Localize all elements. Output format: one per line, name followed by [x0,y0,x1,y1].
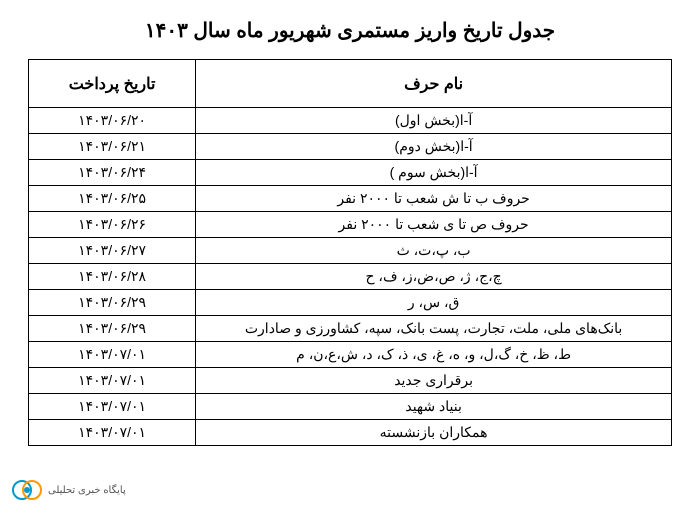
watermark-text: پایگاه خبری تحلیلی [48,485,126,496]
cell-name: آ-ا(بخش اول) [196,108,672,134]
cell-date: ۱۴۰۳/۰۶/۲۰ [29,108,196,134]
cell-date: ۱۴۰۳/۰۶/۲۱ [29,134,196,160]
table-row: آ-ا(بخش دوم)۱۴۰۳/۰۶/۲۱ [29,134,672,160]
table-row: برقراری جدید۱۴۰۳/۰۷/۰۱ [29,368,672,394]
table-row: بنیاد شهید۱۴۰۳/۰۷/۰۱ [29,394,672,420]
cell-name: بنیاد شهید [196,394,672,420]
cell-name: ط، ظ، خ، گ،ل، و، ه، غ، ی، ذ، ک، د، ش،ع،ن… [196,342,672,368]
header-date: تاریخ پرداخت [29,60,196,108]
cell-date: ۱۴۰۳/۰۷/۰۱ [29,394,196,420]
header-name: نام حرف [196,60,672,108]
table-row: ط، ظ، خ، گ،ل، و، ه، غ، ی، ذ، ک، د، ش،ع،ن… [29,342,672,368]
table-row: بانک‌های ملی، ملت، تجارت، پست بانک، سپه،… [29,316,672,342]
cell-name: همکاران بازنشسته [196,420,672,446]
cell-name: حروف ص تا ی شعب تا ۲۰۰۰ نفر [196,212,672,238]
cell-date: ۱۴۰۳/۰۶/۲۵ [29,186,196,212]
watermark: پایگاه خبری تحلیلی [12,475,126,505]
cell-name: برقراری جدید [196,368,672,394]
cell-name: بانک‌های ملی، ملت، تجارت، پست بانک، سپه،… [196,316,672,342]
table-row: حروف ص تا ی شعب تا ۲۰۰۰ نفر۱۴۰۳/۰۶/۲۶ [29,212,672,238]
table-row: حروف ب تا ش شعب تا ۲۰۰۰ نفر۱۴۰۳/۰۶/۲۵ [29,186,672,212]
table-row: آ-ا(بخش اول)۱۴۰۳/۰۶/۲۰ [29,108,672,134]
cell-date: ۱۴۰۳/۰۶/۲۹ [29,316,196,342]
table-row: ب، پ،ت، ث۱۴۰۳/۰۶/۲۷ [29,238,672,264]
cell-name: آ-ا(بخش دوم) [196,134,672,160]
watermark-logo-icon [12,475,42,505]
table-row: آ-ا(بخش سوم )۱۴۰۳/۰۶/۲۴ [29,160,672,186]
cell-date: ۱۴۰۳/۰۷/۰۱ [29,342,196,368]
cell-date: ۱۴۰۳/۰۶/۲۴ [29,160,196,186]
cell-name: ق، س، ر [196,290,672,316]
cell-date: ۱۴۰۳/۰۷/۰۱ [29,368,196,394]
cell-name: چ،ج، ژ، ص،ض،ز، ف، ح [196,264,672,290]
cell-name: حروف ب تا ش شعب تا ۲۰۰۰ نفر [196,186,672,212]
cell-date: ۱۴۰۳/۰۷/۰۱ [29,420,196,446]
table-header-row: نام حرف تاریخ پرداخت [29,60,672,108]
table-row: همکاران بازنشسته۱۴۰۳/۰۷/۰۱ [29,420,672,446]
cell-name: ب، پ،ت، ث [196,238,672,264]
cell-date: ۱۴۰۳/۰۶/۲۹ [29,290,196,316]
cell-date: ۱۴۰۳/۰۶/۲۸ [29,264,196,290]
table-row: چ،ج، ژ، ص،ض،ز، ف، ح۱۴۰۳/۰۶/۲۸ [29,264,672,290]
payment-schedule-table: نام حرف تاریخ پرداخت آ-ا(بخش اول)۱۴۰۳/۰۶… [28,59,672,446]
page-title: جدول تاریخ واریز مستمری شهریور ماه سال ۱… [28,18,672,43]
cell-date: ۱۴۰۳/۰۶/۲۷ [29,238,196,264]
cell-name: آ-ا(بخش سوم ) [196,160,672,186]
table-row: ق، س، ر۱۴۰۳/۰۶/۲۹ [29,290,672,316]
cell-date: ۱۴۰۳/۰۶/۲۶ [29,212,196,238]
table-container: جدول تاریخ واریز مستمری شهریور ماه سال ۱… [0,0,700,456]
